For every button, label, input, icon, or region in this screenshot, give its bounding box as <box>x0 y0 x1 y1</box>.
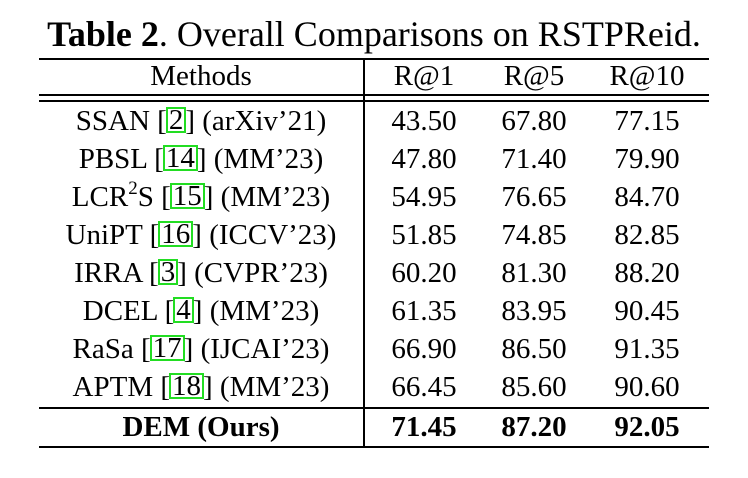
table-row: UniPT [16] (ICCV’23) 51.85 74.85 82.85 <box>39 216 709 254</box>
r1-value: 66.45 <box>391 371 457 403</box>
r1-value: 47.80 <box>391 143 457 175</box>
method-venue: ] (arXiv’21) <box>185 105 327 137</box>
citation-link[interactable]: 17 <box>149 334 185 363</box>
method-cell: LCR2S [15] (MM’23) <box>39 178 363 216</box>
method-venue: ] (IJCAI’23) <box>183 333 330 365</box>
r1-value: 54.95 <box>391 181 457 213</box>
r1-value: 61.35 <box>391 295 457 327</box>
r5-value: 76.65 <box>501 181 567 213</box>
table-row: APTM [18] (MM’23) 66.45 85.60 90.60 <box>39 368 709 406</box>
bottom-rule <box>39 446 709 448</box>
method-name-suffix: S [ <box>137 181 171 213</box>
table-caption: Table 2. Overall Comparisons on RSTPReid… <box>0 12 748 56</box>
r1-value: 51.85 <box>391 219 457 251</box>
header-r1: R@1 <box>393 60 455 92</box>
method-name: SSAN [ <box>75 105 167 137</box>
method-name: DCEL [ <box>82 295 175 327</box>
method-cell: RaSa [17] (IJCAI’23) <box>39 330 363 368</box>
header-methods: Methods <box>150 60 252 92</box>
r5-value: 85.60 <box>501 371 567 403</box>
method-name: PBSL [ <box>78 143 164 175</box>
method-name: LCR <box>71 181 129 213</box>
top-rule <box>39 58 709 60</box>
r1-value: 66.90 <box>391 333 457 365</box>
r1-value: 60.20 <box>391 257 457 289</box>
header-r10: R@10 <box>609 60 685 92</box>
ours-method: DEM (Ours) <box>122 411 280 443</box>
r10-value: 84.70 <box>614 181 680 213</box>
method-venue: ] (ICCV’23) <box>192 219 337 251</box>
table-row: SSAN [2] (arXiv’21) 43.50 67.80 77.15 <box>39 102 709 140</box>
method-cell: IRRA [3] (CVPR’23) <box>39 254 363 292</box>
ours-r1-value: 71.45 <box>391 411 457 443</box>
citation-link[interactable]: 15 <box>169 182 205 211</box>
method-venue: ] (CVPR’23) <box>177 257 328 289</box>
r10-value: 88.20 <box>614 257 680 289</box>
r5-value: 86.50 <box>501 333 567 365</box>
r5-value: 67.80 <box>501 105 567 137</box>
method-venue: ] (MM’23) <box>196 143 324 175</box>
table-row: RaSa [17] (IJCAI’23) 66.90 86.50 91.35 <box>39 330 709 368</box>
ours-r5-value: 87.20 <box>501 411 567 443</box>
citation-link[interactable]: 2 <box>165 106 187 135</box>
r10-value: 77.15 <box>614 105 680 137</box>
r10-value: 91.35 <box>614 333 680 365</box>
r10-value: 82.85 <box>614 219 680 251</box>
citation-link[interactable]: 16 <box>158 220 194 249</box>
caption-text: . Overall Comparisons on RSTPReid. <box>158 14 701 54</box>
method-name: IRRA [ <box>74 257 159 289</box>
r10-value: 79.90 <box>614 143 680 175</box>
header-r5: R@5 <box>503 60 565 92</box>
method-name: RaSa [ <box>72 333 151 365</box>
header-row: Methods R@1 R@5 R@10 <box>39 57 709 95</box>
table-row: LCR2S [15] (MM’23) 54.95 76.65 84.70 <box>39 178 709 216</box>
method-name: UniPT [ <box>65 219 160 251</box>
table-label: Table 2 <box>47 14 159 54</box>
method-venue: ] (MM’23) <box>203 371 330 403</box>
header-rule-1 <box>39 94 709 96</box>
r5-value: 71.40 <box>501 143 567 175</box>
ours-r10-value: 92.05 <box>614 411 680 443</box>
r5-value: 74.85 <box>501 219 567 251</box>
r1-value: 43.50 <box>391 105 457 137</box>
method-venue: ] (MM’23) <box>203 181 331 213</box>
r5-value: 81.30 <box>501 257 567 289</box>
r10-value: 90.45 <box>614 295 680 327</box>
method-cell: DCEL [4] (MM’23) <box>39 292 363 330</box>
column-divider <box>363 58 365 447</box>
method-cell: UniPT [16] (ICCV’23) <box>39 216 363 254</box>
method-venue: ] (MM’23) <box>192 295 320 327</box>
method-cell: SSAN [2] (arXiv’21) <box>39 102 363 140</box>
citation-link[interactable]: 4 <box>173 296 194 325</box>
ours-row: DEM (Ours) 71.45 87.20 92.05 <box>39 408 709 446</box>
method-cell: APTM [18] (MM’23) <box>39 368 363 406</box>
ours-rule <box>39 407 709 409</box>
method-cell: PBSL [14] (MM’23) <box>39 140 363 178</box>
table-row: DCEL [4] (MM’23) 61.35 83.95 90.45 <box>39 292 709 330</box>
method-superscript: 2 <box>128 178 138 199</box>
citation-link[interactable]: 3 <box>157 258 179 287</box>
citation-link[interactable]: 14 <box>162 144 198 173</box>
r10-value: 90.60 <box>614 371 680 403</box>
citation-link[interactable]: 18 <box>169 372 205 401</box>
table-row: PBSL [14] (MM’23) 47.80 71.40 79.90 <box>39 140 709 178</box>
method-name: APTM [ <box>72 371 171 403</box>
table-row: IRRA [3] (CVPR’23) 60.20 81.30 88.20 <box>39 254 709 292</box>
r5-value: 83.95 <box>501 295 567 327</box>
header-rule-2 <box>39 100 709 102</box>
